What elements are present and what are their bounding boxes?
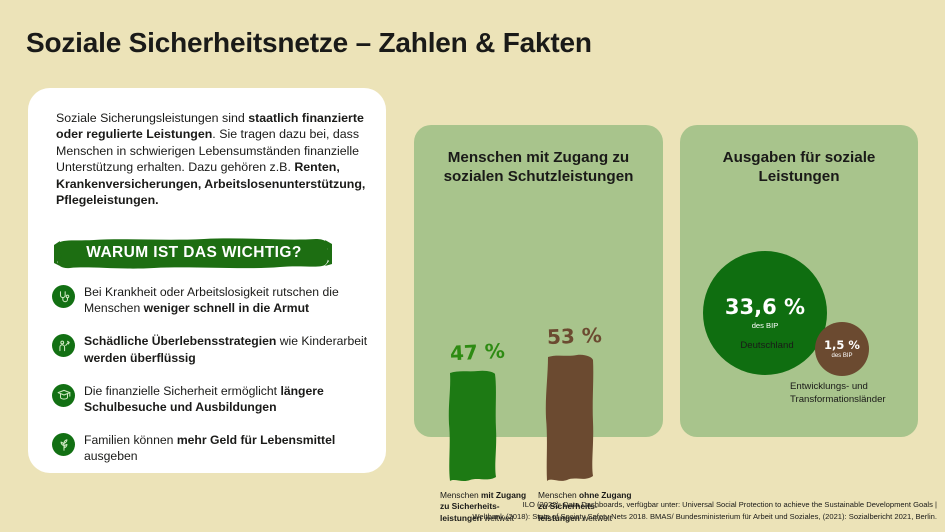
- bubble-developing: 1,5 % des BIP: [815, 322, 869, 376]
- bubble-developing-value: 1,5 %: [824, 338, 860, 352]
- bar-value-2: 53 %: [546, 323, 603, 349]
- brush-stroke-shape: [54, 238, 332, 269]
- bullet2-bold2: werden überflüssig: [84, 350, 196, 365]
- intro-line1-bold: staatlich finanzierte oder regulierte Le…: [56, 111, 364, 142]
- source-footnote: ILO (2022): Data Dashboards, verfügbar u…: [0, 499, 937, 522]
- bullet2-plain: wie Kinderarbeit: [276, 334, 368, 349]
- page-title: Soziale Sicherheitsnetze – Zahlen & Fakt…: [26, 27, 592, 58]
- list-item-text: Die finanzielle Sicherheit ermöglicht lä…: [84, 383, 369, 415]
- intro-line2: Sie tragen dazu bei, dass Menschen in sc…: [56, 127, 360, 175]
- bubble-germany: 33,6 % des BIP: [703, 251, 827, 375]
- bar-caption-2-bold1: ohne Zugang: [578, 490, 632, 500]
- bubble-chart-panel: Ausgaben für soziale Leistungen 33,6 % d…: [680, 125, 918, 437]
- list-item: Schädliche Überlebensstrategien wie Kind…: [52, 333, 374, 365]
- list-item-text: Familien können mehr Geld für Lebensmitt…: [84, 432, 369, 464]
- bar-caption-1: Menschen mit Zugang zu Sicherheits- leis…: [440, 490, 540, 524]
- intro-line1-plain: Soziale Sicherungsleistungen sind: [56, 111, 249, 125]
- bubble-developing-sublabel: des BIP: [831, 353, 853, 359]
- bubble-germany-sublabel: des BIP: [751, 321, 779, 330]
- why-important-label: WARUM IST DAS WICHTIG?: [86, 244, 302, 261]
- bullet3-plain: Die finanzielle Sicherheit ermöglicht: [84, 383, 281, 398]
- source-footnote-line1: ILO (2022): Data Dashboards, verfügbar u…: [522, 500, 937, 510]
- bubble-developing-label: Entwicklungs- und Transformationsländer: [790, 381, 908, 406]
- intro-line3-bold: Renten, Krankenversicherungen, Arbeitslo…: [56, 160, 366, 208]
- bullet3-bold: längere Schulbesuche und Ausbildungen: [84, 383, 324, 415]
- bar-caption-2-bold3: leistungen: [538, 512, 580, 523]
- child-labor-icon: [52, 334, 75, 358]
- bar-2-shape: [545, 354, 594, 481]
- bar-caption-1-plain2: weltweit: [481, 512, 515, 523]
- intro-line3-plain: Dazu gehören z.B.: [188, 160, 295, 175]
- list-item: Die finanzielle Sicherheit ermöglicht lä…: [52, 383, 374, 415]
- source-footnote-line2: Weltbank (2018): State of Society Safety…: [472, 511, 937, 521]
- intro-paragraph: Soziale Sicherungsleistungen sind staatl…: [56, 110, 368, 208]
- bar-1: [448, 369, 498, 483]
- bubble-germany-label: Deutschland: [740, 340, 794, 351]
- bullet1-bold: weniger schnell in die Armut: [143, 301, 310, 316]
- bar-caption-1-plain: Menschen: [440, 490, 481, 500]
- bar-value-1: 47 %: [449, 338, 506, 366]
- list-item-text: Bei Krankheit oder Arbeitslosigkeit ruts…: [84, 284, 369, 316]
- bullet1-plain: Bei Krankheit oder Arbeitslosigkeit ruts…: [84, 285, 339, 316]
- bullet4-bold: mehr Geld für Lebensmittel: [176, 433, 336, 448]
- bar-caption-1-bold1: mit Zugang: [480, 490, 527, 500]
- bullet4-plain-after: ausgeben: [84, 449, 138, 464]
- bar-caption-2-plain: Menschen: [538, 490, 579, 500]
- bar-chart-panel: Menschen mit Zugang zu sozialen Schutzle…: [414, 125, 663, 523]
- bar-caption-2: Menschen ohne Zugang zu Sicherheits- lei…: [538, 490, 638, 524]
- stethoscope-icon: [52, 285, 75, 308]
- bar-1-shape: [448, 370, 497, 481]
- bullet2-bold: Schädliche Überlebensstrategien: [84, 334, 277, 349]
- bar-chart-title: Menschen mit Zugang zu sozialen Schutzle…: [443, 149, 634, 185]
- education-icon: [52, 383, 75, 407]
- bar-caption-2-bold2: zu Sicherheits-: [538, 501, 598, 512]
- bubble-germany-value: 33,6 %: [724, 295, 806, 319]
- bar-caption-2-plain2: weltweit: [579, 512, 613, 523]
- bullet4-plain: Familien können: [84, 433, 177, 448]
- bar-2: [545, 354, 595, 483]
- bubble-chart-title: Ausgaben für soziale Leistungen: [722, 149, 876, 185]
- bar-caption-1-bold2: zu Sicherheits-: [440, 501, 500, 512]
- intro-card: Soziale Sicherungsleistungen sind staatl…: [28, 88, 386, 473]
- why-important-banner: WARUM IST DAS WICHTIG?: [54, 236, 332, 270]
- list-item: Familien können mehr Geld für Lebensmitt…: [52, 432, 374, 464]
- bubble-developing-label-line1: Entwicklungs- und: [790, 381, 868, 392]
- list-item: Bei Krankheit oder Arbeitslosigkeit ruts…: [52, 284, 374, 316]
- list-item-text: Schädliche Überlebensstrategien wie Kind…: [84, 333, 369, 365]
- bar-caption-1-bold3: leistungen: [440, 512, 482, 523]
- food-grain-icon: [52, 433, 75, 457]
- benefits-list: Bei Krankheit oder Arbeitslosigkeit ruts…: [52, 284, 374, 482]
- bubble-developing-label-line2: Transformationsländer: [790, 393, 886, 405]
- intro-line1-end: .: [212, 127, 216, 142]
